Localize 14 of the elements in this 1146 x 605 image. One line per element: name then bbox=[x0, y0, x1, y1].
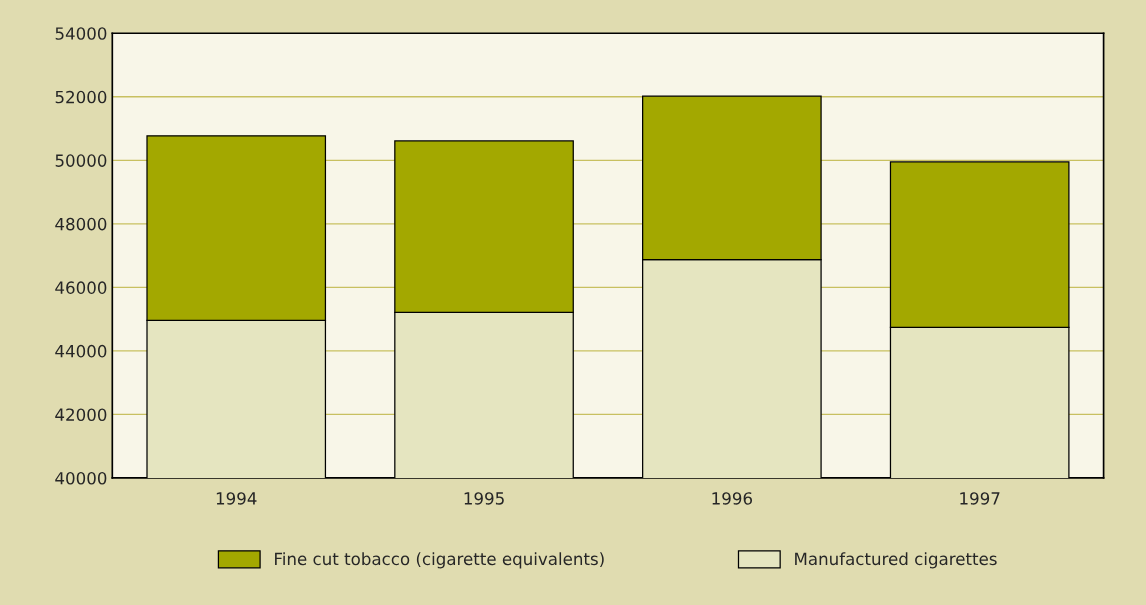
x-tick-label: 1996 bbox=[712, 492, 753, 505]
x-tick-label: 1995 bbox=[464, 492, 504, 505]
x-tick-label: 1997 bbox=[960, 492, 1000, 505]
legend-label: Fine cut tobacco (cigarette equivalents) bbox=[275, 552, 604, 569]
y-tick-label: 40000 bbox=[55, 471, 107, 485]
y-tick-label: 48000 bbox=[55, 217, 107, 231]
y-tick-label: 42000 bbox=[55, 408, 107, 421]
x-tick-label: 1994 bbox=[216, 492, 257, 505]
y-tick-label: 46000 bbox=[55, 281, 107, 294]
y-tick-label: 54000 bbox=[55, 27, 107, 40]
y-tick-label: 44000 bbox=[55, 344, 107, 358]
legend-label: Manufactured cigarettes bbox=[795, 552, 997, 569]
y-tick-label: 52000 bbox=[55, 90, 107, 104]
y-tick-label: 50000 bbox=[55, 154, 107, 167]
